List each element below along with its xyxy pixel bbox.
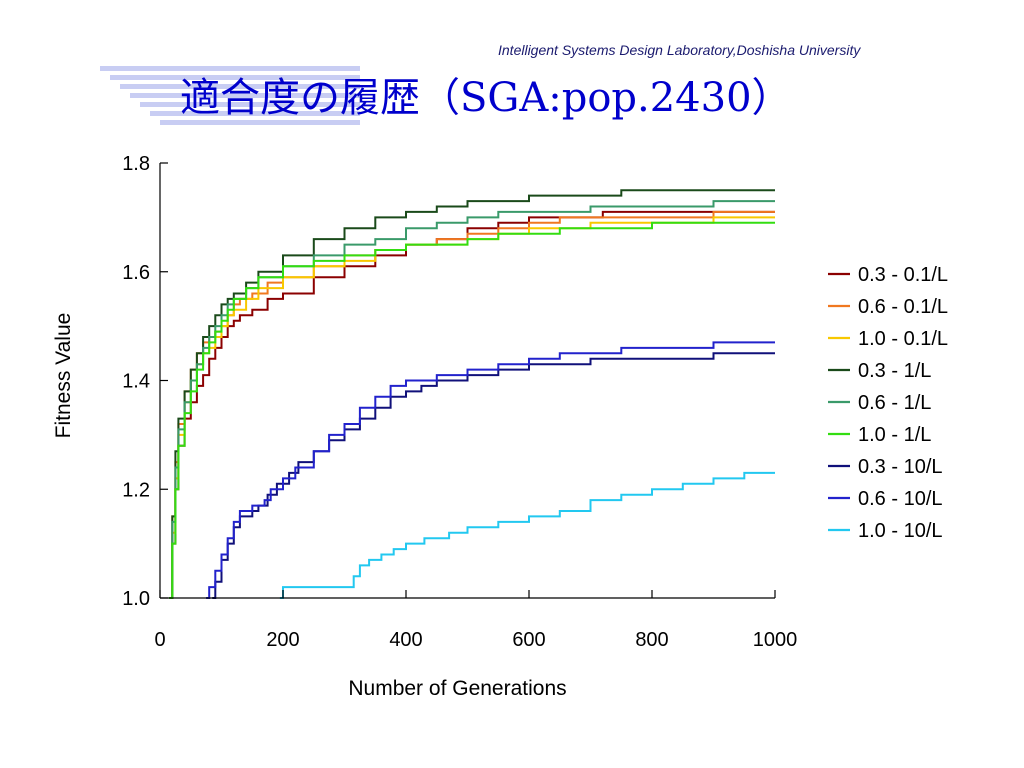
legend-label-2: 1.0 - 0.1/L [858,328,948,350]
x-tick-label: 400 [389,629,422,651]
x-axis-title: Number of Generations [348,677,566,700]
legend-label-1: 0.6 - 0.1/L [858,296,948,318]
y-axis-title: Fitness Value [52,313,75,439]
x-tick-label: 200 [266,629,299,651]
series-lines [169,189,775,599]
series-line-6 [212,352,775,599]
x-tick-label: 600 [512,629,545,651]
legend-label-8: 1.0 - 10/L [858,520,943,542]
y-tick-label: 1.4 [122,371,150,393]
legend-label-7: 0.6 - 10/L [858,488,943,510]
x-tick-label: 800 [635,629,668,651]
series-line-7 [206,341,775,599]
y-tick-label: 1.2 [122,479,150,501]
x-tick-label: 1000 [753,629,798,651]
lab-name: Intelligent Systems Design Laboratory,Do… [498,42,861,58]
y-tick-label: 1.0 [122,588,150,610]
y-tick-label: 1.8 [122,153,150,175]
series-line-4 [169,200,775,599]
title-decoration [100,66,360,128]
legend-label-0: 0.3 - 0.1/L [858,264,948,286]
y-tick-label: 1.6 [122,262,150,284]
x-tick-label: 0 [154,629,165,651]
series-line-1 [169,210,775,599]
series-line-3 [169,189,775,599]
series-line-5 [169,221,775,599]
axes: 1.0 1.2 1.4 1.6 1.8 0 200 400 600 800 1000 Number o… [52,153,797,700]
series-line-0 [169,210,775,599]
legend-label-5: 1.0 - 1/L [858,424,931,446]
legend-label-3: 0.3 - 1/L [858,360,931,382]
slide-title: 適合度の履歴（SGA:pop.2430） [180,75,792,121]
series-line-8 [279,471,775,599]
legend-label-6: 0.3 - 10/L [858,456,943,478]
legend-label-4: 0.6 - 1/L [858,392,931,414]
series-line-2 [169,216,775,599]
legend: 0.3 - 0.1/L 0.6 - 0.1/L 1.0 - 0.1/L 0.3 - 1… [828,264,948,542]
